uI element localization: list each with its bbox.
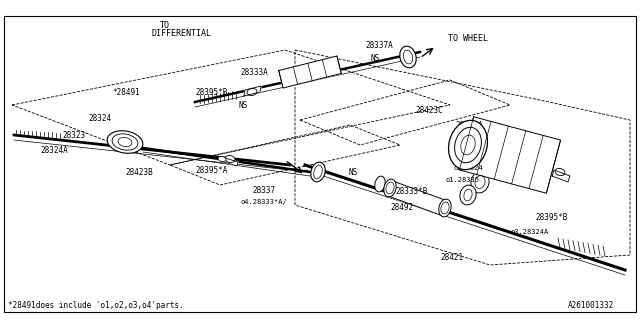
Text: 28324A: 28324A: [40, 146, 68, 155]
Text: o4.28333*A/: o4.28333*A/: [240, 199, 287, 205]
Ellipse shape: [247, 88, 257, 96]
Text: 28395*B: 28395*B: [195, 87, 227, 97]
Text: 28337: 28337: [252, 186, 275, 195]
Ellipse shape: [384, 179, 396, 197]
Text: 28395*B: 28395*B: [535, 213, 568, 222]
Polygon shape: [244, 86, 261, 96]
Polygon shape: [552, 170, 570, 182]
Text: NS: NS: [370, 53, 380, 62]
Text: TO WHEEL: TO WHEEL: [448, 34, 488, 43]
Text: o1.28335: o1.28335: [445, 177, 479, 183]
Polygon shape: [460, 117, 561, 193]
Text: 28492: 28492: [390, 204, 413, 212]
Ellipse shape: [112, 134, 138, 150]
Ellipse shape: [449, 120, 488, 170]
Ellipse shape: [218, 156, 226, 162]
Text: *28491does include 'o1,o2,o3,o4'parts.: *28491does include 'o1,o2,o3,o4'parts.: [8, 301, 184, 310]
Text: DIFFERENTIAL: DIFFERENTIAL: [151, 28, 211, 37]
Ellipse shape: [439, 199, 451, 217]
Text: 28423C: 28423C: [415, 106, 443, 115]
Ellipse shape: [555, 168, 565, 176]
Text: 28423B: 28423B: [125, 167, 153, 177]
Text: NS: NS: [238, 100, 247, 109]
Ellipse shape: [225, 156, 235, 163]
Ellipse shape: [400, 46, 416, 68]
Polygon shape: [278, 56, 341, 88]
Text: 28333*B: 28333*B: [395, 188, 428, 196]
Ellipse shape: [107, 131, 143, 153]
Ellipse shape: [471, 171, 489, 193]
Polygon shape: [388, 180, 445, 216]
Text: 28333A: 28333A: [240, 68, 268, 76]
Text: A261001332: A261001332: [568, 301, 614, 310]
Text: 28324: 28324: [88, 114, 111, 123]
Text: 28323A: 28323A: [455, 121, 483, 130]
Text: 28323: 28323: [62, 131, 85, 140]
Ellipse shape: [311, 162, 325, 182]
Text: *28491: *28491: [112, 87, 140, 97]
Text: o228324: o228324: [453, 165, 483, 171]
Text: 28421: 28421: [440, 253, 463, 262]
Ellipse shape: [375, 176, 385, 192]
Text: TO: TO: [160, 20, 170, 29]
Text: NS: NS: [348, 167, 357, 177]
Text: 28395*A: 28395*A: [195, 165, 227, 174]
Text: o3.28324A: o3.28324A: [510, 229, 548, 235]
Ellipse shape: [460, 185, 476, 205]
Text: 28337A: 28337A: [365, 41, 393, 50]
Polygon shape: [221, 157, 238, 166]
